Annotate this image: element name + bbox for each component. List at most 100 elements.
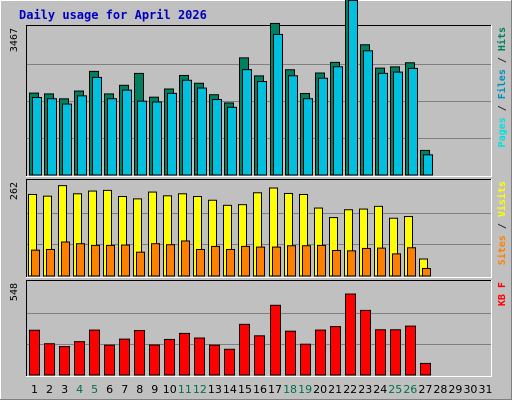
bar-files: [92, 76, 102, 176]
bar-kbytes: [149, 344, 160, 376]
x-tick-label: 18: [283, 383, 297, 396]
x-tick-label: 24: [373, 383, 387, 396]
x-tick-label: 4: [76, 383, 83, 396]
bar-kbytes: [224, 348, 235, 376]
bar-kbytes: [44, 343, 55, 376]
bar-files: [273, 33, 283, 176]
bar-sites: [362, 247, 371, 277]
x-axis-day-labels: 1 2 3 4 5 6 7 8 9 10 11 12 13 14 15 16 17 18 19 20 21 22 23 24 2…: [31, 383, 492, 396]
x-tick-label: 26: [403, 383, 417, 396]
bar-files: [227, 106, 237, 176]
bar-files: [47, 98, 57, 176]
legend-kbytes: KB F: [497, 282, 508, 306]
bar-files: [242, 69, 252, 176]
y-max-label: 548: [9, 283, 20, 301]
x-tick-label: 22: [343, 383, 357, 396]
bar-files: [77, 95, 87, 176]
panel-kbytes: 548 KB F: [9, 280, 508, 377]
bar-kbytes: [104, 344, 115, 376]
x-tick-label: 30: [463, 383, 477, 396]
x-tick-label: 19: [298, 383, 312, 396]
bar-sites: [181, 240, 190, 277]
bar-kbytes: [375, 329, 386, 376]
bar-sites: [287, 245, 296, 277]
bar-kbytes: [360, 309, 371, 376]
x-tick-label: 10: [163, 383, 177, 396]
bar-sites: [106, 244, 115, 277]
bar-kbytes: [194, 337, 205, 376]
bar-kbytes: [74, 341, 85, 376]
x-tick-label: 31: [478, 383, 492, 396]
bar-sites: [31, 249, 40, 277]
bar-sites: [61, 241, 70, 277]
bar-kbytes: [134, 330, 145, 376]
bars-hits-files: [29, 0, 433, 176]
legend-hits-files: Pages / Files / Hits: [496, 27, 508, 147]
bar-files: [197, 87, 207, 176]
x-tick-label: 29: [448, 383, 462, 396]
x-tick-label: 13: [208, 383, 222, 396]
bar-kbytes: [164, 338, 175, 376]
bar-sites: [46, 248, 55, 277]
bar-kbytes: [179, 332, 190, 376]
x-tick-label: 27: [418, 383, 432, 396]
x-tick-label: 16: [253, 383, 267, 396]
bar-sites: [392, 253, 401, 277]
bar-files: [423, 154, 433, 176]
bar-files: [378, 72, 388, 176]
x-tick-label: 20: [313, 383, 327, 396]
bar-files: [137, 100, 147, 176]
bar-kbytes: [254, 335, 265, 376]
bar-kbytes: [345, 293, 356, 376]
panel-visits-sites: 262 Sites / Visits: [9, 179, 508, 278]
bar-sites: [347, 250, 356, 277]
bar-files: [182, 79, 192, 176]
bar-files: [62, 103, 72, 176]
panel-hits-files: 3467 Pages / Files / Hits: [9, 0, 508, 177]
bar-sites: [377, 247, 386, 277]
bar-kbytes: [420, 362, 431, 376]
bar-sites: [166, 244, 175, 277]
bar-kbytes: [330, 326, 341, 376]
x-tick-label: 6: [106, 383, 113, 396]
x-tick-label: 21: [328, 383, 342, 396]
bar-kbytes: [89, 329, 100, 376]
x-tick-label: 15: [238, 383, 252, 396]
x-tick-label: 28: [433, 383, 447, 396]
x-tick-label: 3: [61, 383, 68, 396]
bar-files: [348, 0, 358, 176]
bar-sites: [317, 244, 326, 277]
bar-kbytes: [209, 344, 220, 376]
bar-kbytes: [390, 329, 401, 376]
bar-sites: [302, 245, 311, 277]
bar-files: [408, 67, 418, 176]
x-tick-label: 7: [121, 383, 128, 396]
x-tick-label: 25: [388, 383, 402, 396]
chart-panels: 3467 Pages / Files / Hits 262 Sites / Visit…: [9, 0, 508, 377]
bar-sites: [121, 244, 130, 277]
bar-sites: [136, 251, 145, 277]
bar-files: [32, 96, 42, 176]
x-tick-label: 14: [223, 383, 237, 396]
bar-kbytes: [315, 329, 326, 376]
bar-kbytes: [300, 343, 311, 376]
legend-visits-sites: Sites / Visits: [496, 181, 508, 265]
bar-sites: [151, 243, 160, 277]
bar-sites: [332, 249, 341, 277]
bar-kbytes: [119, 338, 130, 376]
bar-sites: [196, 248, 205, 277]
bar-kbytes: [239, 323, 250, 376]
y-max-label: 3467: [9, 28, 20, 52]
bar-sites: [422, 267, 431, 277]
bars-kbytes: [29, 293, 431, 376]
bar-sites: [407, 247, 416, 277]
bar-files: [393, 71, 403, 176]
x-tick-label: 17: [268, 383, 282, 396]
chart-title: Daily usage for April 2026: [19, 8, 207, 22]
x-tick-label: 2: [46, 383, 53, 396]
bar-sites: [91, 244, 100, 277]
bar-kbytes: [270, 304, 281, 376]
bar-files: [288, 75, 298, 176]
bar-files: [107, 98, 117, 176]
bar-files: [363, 50, 373, 176]
